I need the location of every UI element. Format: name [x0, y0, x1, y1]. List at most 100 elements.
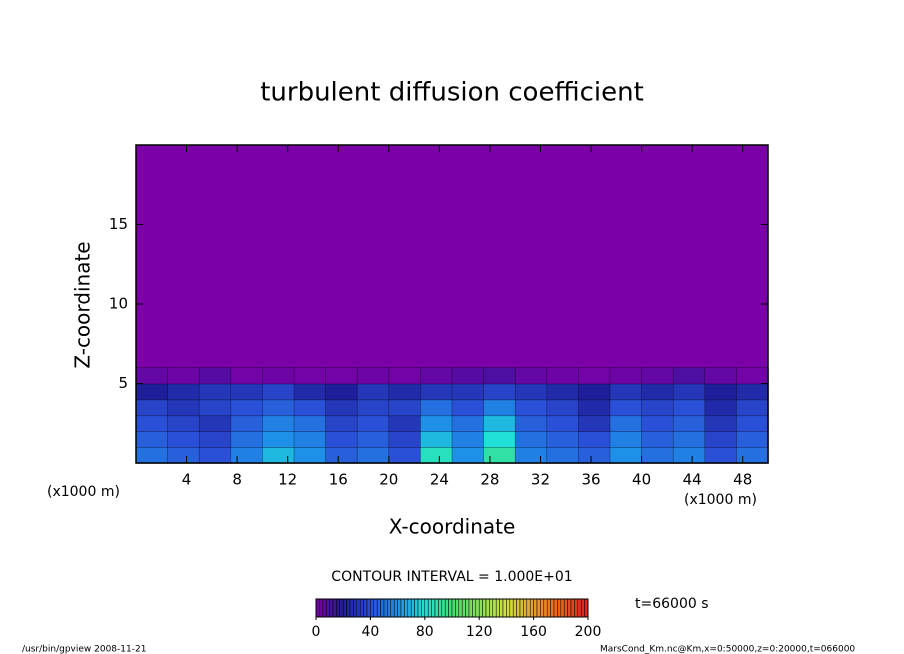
cell — [167, 446, 201, 464]
cell — [135, 446, 169, 464]
cell — [483, 399, 517, 417]
colorbar-segment — [387, 598, 392, 618]
cell — [135, 399, 169, 417]
cell — [578, 446, 611, 464]
cell — [704, 383, 738, 401]
cell — [293, 446, 327, 464]
colorbar-segment — [533, 598, 538, 618]
cell — [451, 399, 485, 417]
colorbar-segment — [438, 598, 443, 618]
colorbar-segment — [322, 598, 327, 618]
cell — [230, 383, 264, 401]
colorbar-segment — [339, 598, 344, 618]
cell — [483, 414, 517, 432]
chart-title: turbulent diffusion coefficient — [260, 78, 644, 108]
colorbar-segment — [404, 598, 409, 618]
colorbar-segment — [441, 598, 446, 618]
cell — [420, 367, 453, 385]
colorbar-segment — [332, 598, 337, 618]
unit-label: (x1000 m) — [47, 484, 120, 500]
cell — [293, 430, 327, 448]
colorbar-segment — [417, 598, 422, 618]
colorbar-segment — [553, 598, 558, 618]
colorbar-segment — [506, 598, 511, 618]
colorbar-segment — [523, 598, 528, 618]
cell — [230, 446, 264, 464]
y-tick-label: 15 — [109, 215, 128, 233]
cell — [578, 430, 611, 448]
colorbar-segment — [540, 598, 545, 618]
cell — [546, 367, 580, 385]
cell — [325, 383, 359, 401]
colorbar-segment — [495, 598, 500, 618]
cell — [388, 367, 422, 385]
colorbar-tick-label: 40 — [361, 624, 379, 640]
colorbar-segment — [373, 598, 378, 618]
colorbar-segment — [468, 598, 473, 618]
colorbar-segment — [472, 598, 477, 618]
cell — [451, 383, 485, 401]
cell — [356, 446, 390, 464]
x-tick-label: 28 — [480, 471, 499, 489]
x-axis-label: X-coordinate — [389, 515, 516, 539]
cell — [230, 367, 264, 385]
colorbar-segment — [336, 598, 341, 618]
cell — [483, 383, 517, 401]
colorbar-segment — [465, 598, 470, 618]
cell — [514, 430, 548, 448]
cell — [546, 430, 580, 448]
colorbar-tick-label: 120 — [466, 624, 493, 640]
cell — [388, 383, 422, 401]
colorbar-segment — [574, 598, 579, 618]
colorbar-segment — [393, 598, 398, 618]
cell — [641, 383, 674, 401]
cell — [230, 430, 264, 448]
cell — [293, 399, 327, 417]
cell — [167, 399, 201, 417]
colorbar-tick-label: 0 — [312, 624, 321, 640]
cell — [198, 383, 232, 401]
cell — [704, 430, 738, 448]
cell — [293, 367, 327, 385]
colorbar-segment — [315, 598, 320, 618]
cell — [483, 446, 517, 464]
colorbar-frame — [315, 598, 589, 618]
colorbar-segment — [451, 598, 456, 618]
cell — [704, 414, 738, 432]
colorbar-segment — [366, 598, 371, 618]
x-tick-label: 32 — [531, 471, 550, 489]
cell — [483, 367, 517, 385]
cell — [546, 399, 580, 417]
colorbar-segment — [414, 598, 419, 618]
colorbar-tick-label: 80 — [416, 624, 434, 640]
colorbar-segment — [550, 598, 555, 618]
cell — [672, 446, 706, 464]
cell — [198, 414, 232, 432]
y-axis-label: Z-coordinate — [71, 241, 95, 368]
colorbar-segment — [342, 598, 347, 618]
colorbar-segment — [421, 598, 426, 618]
colorbar-tick-label: 200 — [575, 624, 602, 640]
cell — [736, 367, 769, 385]
colorbar-segment — [567, 598, 572, 618]
colorbar-segment — [499, 598, 504, 618]
colorbar-segment — [325, 598, 330, 618]
colorbar-segment — [584, 598, 589, 618]
footer: MarsCond_Km.nc@Km,x=0:50000,z=0:20000,t=… — [600, 645, 855, 654]
colorbar-segment — [359, 598, 364, 618]
cell — [198, 430, 232, 448]
cell — [609, 414, 643, 432]
colorbar-segment — [536, 598, 541, 618]
x-tick-label: 40 — [632, 471, 651, 489]
x-tick-label: 16 — [329, 471, 348, 489]
colorbar-segment — [356, 598, 361, 618]
colorbar-segment — [512, 598, 517, 618]
colorbar-segment — [329, 598, 334, 618]
cell — [514, 399, 548, 417]
cell — [420, 430, 453, 448]
x-tick-label: 4 — [182, 471, 192, 489]
cell — [293, 383, 327, 401]
x-tick-label: 8 — [232, 471, 242, 489]
cell — [388, 446, 422, 464]
